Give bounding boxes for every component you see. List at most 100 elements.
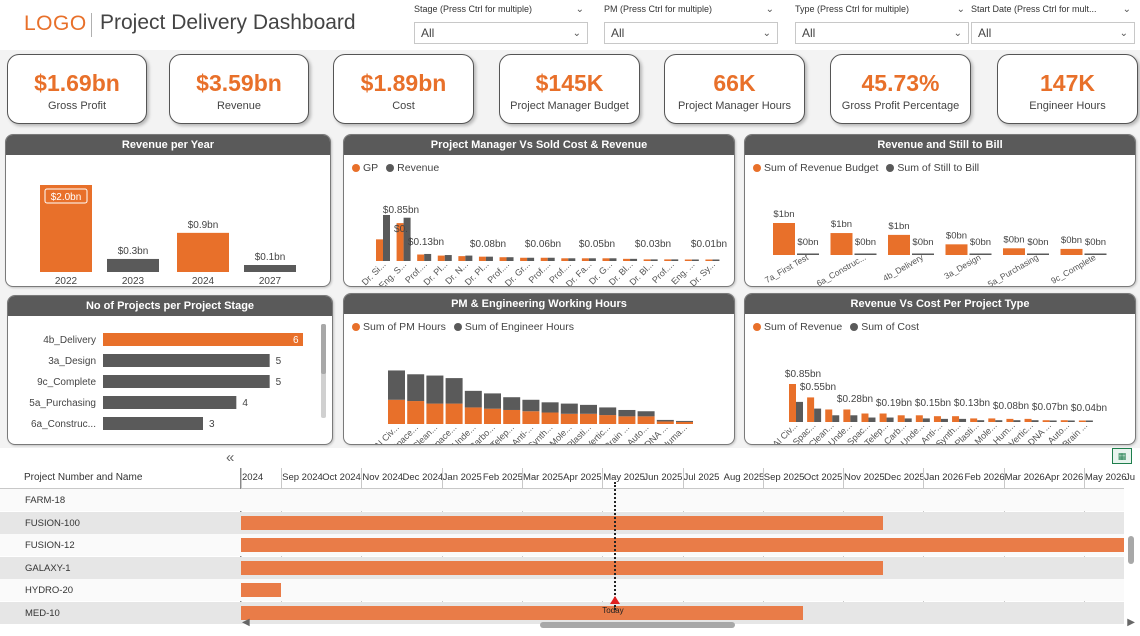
chart-bar[interactable] xyxy=(437,255,445,261)
legend-item-revenue[interactable]: Sum of Revenue xyxy=(753,321,842,333)
chart-bar[interactable] xyxy=(1084,253,1107,256)
stage-bar[interactable] xyxy=(103,333,303,346)
engineer-hours-bar[interactable] xyxy=(580,404,597,414)
project-timeline-bar[interactable] xyxy=(241,606,803,620)
chart-bar[interactable] xyxy=(888,234,910,255)
type-dropdown[interactable]: All ⌄ xyxy=(795,22,969,44)
projects-per-stage-panel[interactable]: No of Projects per Project Stage 4b_Deli… xyxy=(7,295,333,445)
chart-bar[interactable] xyxy=(886,417,894,422)
chart-bar[interactable] xyxy=(540,257,548,261)
engineer-hours-bar[interactable] xyxy=(522,399,540,412)
engineer-hours-bar[interactable] xyxy=(464,390,482,408)
engineer-hours-bar[interactable] xyxy=(388,370,405,400)
engineer-hours-bar[interactable] xyxy=(541,402,559,413)
chevron-down-icon[interactable]: ⌄ xyxy=(765,3,774,15)
pm-hours-bar[interactable] xyxy=(464,407,482,424)
chart-bar[interactable] xyxy=(1067,420,1075,423)
chart-bar[interactable] xyxy=(1006,418,1014,422)
engineer-hours-bar[interactable] xyxy=(426,375,444,404)
chevron-down-icon[interactable]: ⌄ xyxy=(956,3,965,15)
scrollbar-thumb[interactable] xyxy=(540,622,735,628)
chart-bar[interactable] xyxy=(1085,420,1093,423)
pm-hours-bar[interactable] xyxy=(599,415,617,424)
chart-bar[interactable] xyxy=(630,258,638,261)
pm-vs-cost-revenue-panel[interactable]: Project Manager Vs Sold Cost & Revenue G… xyxy=(343,134,735,287)
pm-vs-cost-revenue-chart[interactable]: Dr. Si...Eng. S...Prof....Dr. Pl...Dr. N… xyxy=(344,155,735,287)
gantt-chart[interactable]: « ▦ Project Number and Name 2024 Sep 2024… xyxy=(0,448,1140,636)
pm-hours-bar[interactable] xyxy=(503,409,521,424)
chart-bar[interactable] xyxy=(547,257,555,261)
gantt-row[interactable]: FUSION-100 xyxy=(0,511,1124,534)
chart-bar[interactable] xyxy=(705,259,713,262)
engineer-hours-bar[interactable] xyxy=(484,393,501,409)
collapse-icon[interactable]: « xyxy=(226,449,235,466)
legend-item-revenue[interactable]: Revenue xyxy=(386,162,439,174)
revenue-bar[interactable] xyxy=(177,232,229,272)
scroll-left-icon[interactable]: ◀ xyxy=(242,617,250,628)
chart-bar[interactable] xyxy=(868,417,876,422)
pm-hours-bar[interactable] xyxy=(407,401,425,424)
chart-bar[interactable] xyxy=(832,415,840,422)
type-slicer[interactable]: Type (Press Ctrl for multiple) ⌄ All ⌄ xyxy=(795,2,969,46)
chart-bar[interactable] xyxy=(850,415,858,422)
projects-per-stage-chart[interactable]: 4b_Delivery 6 3a_Design 5 9c_Complete 5 5a_Pur… xyxy=(8,316,333,445)
chart-bar[interactable] xyxy=(807,397,815,422)
gantt-row[interactable]: HYDRO-20 xyxy=(0,579,1124,602)
chart-bar[interactable] xyxy=(1060,420,1068,422)
engineer-hours-bar[interactable] xyxy=(445,378,463,404)
stage-bar[interactable] xyxy=(103,375,270,388)
legend-item-engineer-hours[interactable]: Sum of Engineer Hours xyxy=(453,321,574,333)
chart-bar[interactable] xyxy=(995,420,1003,422)
legend-item-revenue-budget[interactable]: Sum of Revenue Budget xyxy=(753,162,878,174)
revenue-vs-cost-type-panel[interactable]: Revenue Vs Cost Per Project Type Sum of … xyxy=(744,293,1136,445)
chart-bar[interactable] xyxy=(396,223,404,261)
horizontal-scrollbar[interactable]: ◀ ▶ xyxy=(242,617,1135,630)
chart-bar[interactable] xyxy=(1078,420,1086,423)
chart-bar[interactable] xyxy=(789,384,796,422)
chart-bar[interactable] xyxy=(1060,248,1083,255)
chart-bar[interactable] xyxy=(1042,420,1050,422)
chart-bar[interactable] xyxy=(691,259,699,262)
pm-slicer[interactable]: PM (Press Ctrl for multiple) ⌄ All ⌄ xyxy=(604,2,778,46)
chart-bar[interactable] xyxy=(643,259,651,261)
engineer-hours-bar[interactable] xyxy=(560,403,578,414)
chart-bar[interactable] xyxy=(945,244,968,255)
engineer-hours-bar[interactable] xyxy=(637,411,655,417)
chart-bar[interactable] xyxy=(1027,253,1049,256)
legend-item-pm-hours[interactable]: Sum of PM Hours xyxy=(352,321,446,333)
pm-hours-bar[interactable] xyxy=(445,403,463,424)
project-timeline-bar[interactable] xyxy=(241,515,884,530)
chart-bar[interactable] xyxy=(988,418,996,422)
chart-bar[interactable] xyxy=(458,256,466,261)
revenue-bar[interactable] xyxy=(244,265,296,272)
chart-bar[interactable] xyxy=(383,215,390,261)
pm-hours-bar[interactable] xyxy=(560,413,578,424)
pm-dropdown[interactable]: All ⌄ xyxy=(604,22,778,44)
chart-bar[interactable] xyxy=(1003,248,1025,255)
chart-bar[interactable] xyxy=(977,420,985,422)
chart-bar[interactable] xyxy=(444,255,452,261)
chart-bar[interactable] xyxy=(499,257,507,261)
gantt-row[interactable]: FUSION-12 xyxy=(0,534,1124,557)
chart-bar[interactable] xyxy=(671,259,679,261)
chart-bar[interactable] xyxy=(602,258,610,261)
chevron-down-icon[interactable]: ⌄ xyxy=(575,3,584,15)
chart-bar[interactable] xyxy=(1024,418,1032,422)
chevron-down-icon[interactable]: ⌄ xyxy=(1122,3,1131,15)
panel-scrollbar-thumb[interactable] xyxy=(321,324,326,374)
chart-bar[interactable] xyxy=(588,258,596,261)
chart-bar[interactable] xyxy=(1013,420,1021,422)
pm-hours-bar[interactable] xyxy=(388,399,405,424)
chart-bar[interactable] xyxy=(952,416,960,422)
chart-bar[interactable] xyxy=(664,259,672,261)
stage-bar[interactable] xyxy=(103,417,203,430)
pm-engineering-hours-panel[interactable]: PM & Engineering Working Hours Sum of PM… xyxy=(343,293,735,445)
chart-bar[interactable] xyxy=(915,415,923,422)
chart-bar[interactable] xyxy=(712,259,720,262)
revenue-vs-cost-type-chart[interactable]: AI Civ...Spac...Clean...Unde...Spac...Te… xyxy=(745,314,1136,445)
project-timeline-bar[interactable] xyxy=(241,560,884,575)
gantt-row[interactable]: MED-10 xyxy=(0,602,1124,624)
stage-dropdown[interactable]: All ⌄ xyxy=(414,22,588,44)
revenue-per-year-chart[interactable]: $2.0bn 2022 $0.3bn 2023 $0.9bn 2024 $0.1bn 2027 xyxy=(6,155,331,287)
